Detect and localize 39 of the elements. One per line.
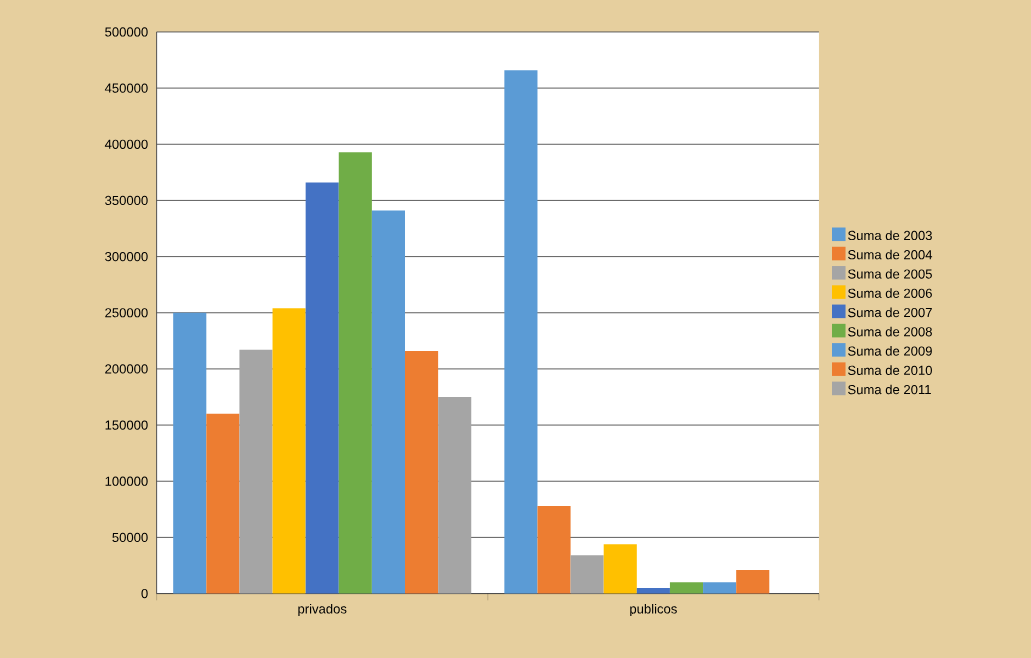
legend-label: Suma de 2003 (848, 230, 932, 240)
bar (703, 582, 737, 594)
legend-label: Suma de 2009 (848, 345, 932, 356)
bar (338, 151, 372, 594)
y-tick-label: 300000 (105, 251, 148, 261)
bar (405, 350, 439, 594)
bar (305, 182, 339, 594)
bar (669, 582, 704, 594)
bar (239, 349, 273, 594)
y-tick-label: 0 (141, 588, 148, 598)
legend-label: Suma de 2008 (848, 326, 932, 337)
y-tick-label: 150000 (105, 420, 148, 430)
x-tick-label: publicos (630, 603, 677, 616)
y-tick-label: 500000 (105, 27, 148, 37)
bar (603, 543, 637, 594)
bar (570, 555, 604, 594)
y-tick-label: 250000 (105, 307, 148, 318)
bar (438, 396, 472, 594)
y-tick-label: 100000 (105, 476, 148, 486)
bar (371, 210, 405, 594)
legend-label: Suma de 2004 (848, 249, 933, 260)
y-tick-label: 350000 (105, 195, 148, 205)
legend-label: Suma de 2011 (848, 384, 931, 395)
bar (206, 413, 240, 594)
bar (537, 505, 571, 594)
legend-label: Suma de 2005 (848, 268, 932, 279)
bar (173, 312, 207, 594)
y-tick-label: 450000 (104, 83, 148, 93)
bar (504, 69, 538, 594)
bar (636, 587, 670, 594)
legend-label: Suma de 2007 (848, 307, 932, 317)
bar (272, 308, 306, 594)
y-tick-label: 50000 (112, 532, 148, 542)
y-tick-label: 400000 (104, 139, 148, 149)
x-tick-label: privados (298, 603, 347, 616)
legend-label: Suma de 2006 (848, 288, 932, 298)
bar (736, 569, 770, 594)
legend-label: Suma de 2010 (848, 365, 932, 375)
y-tick-label: 200000 (105, 364, 148, 374)
